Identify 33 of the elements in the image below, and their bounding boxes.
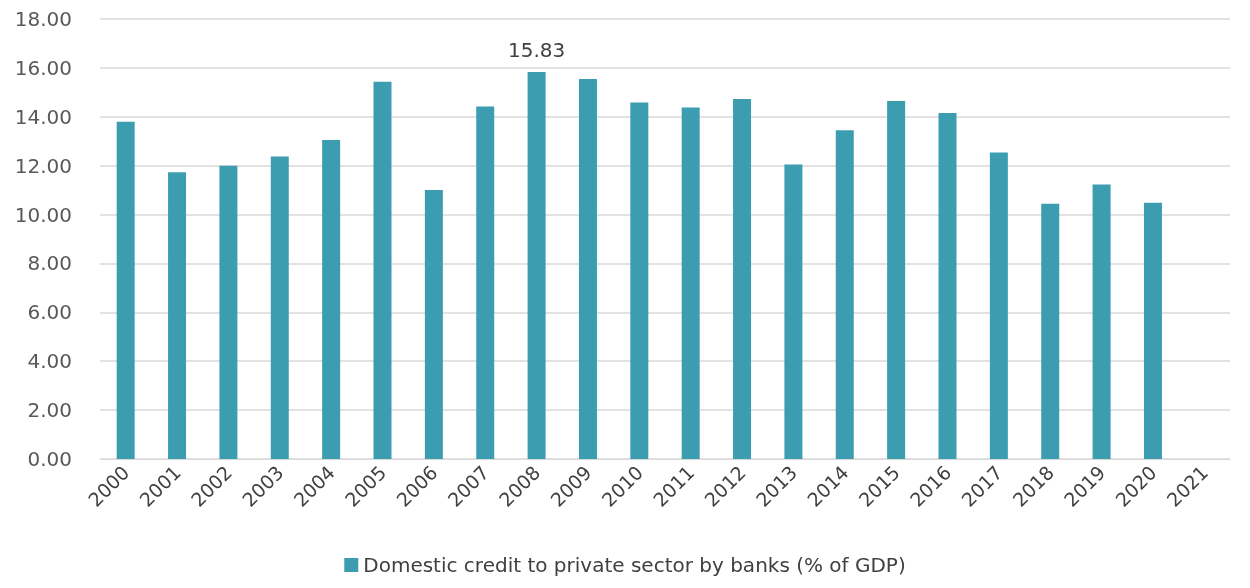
bar — [322, 140, 341, 459]
bar — [476, 106, 495, 459]
y-tick-label: 6.00 — [27, 300, 72, 325]
bar — [219, 165, 238, 459]
bar — [168, 172, 187, 459]
bar — [424, 190, 443, 459]
y-tick-label: 14.00 — [14, 104, 72, 129]
y-tick-label: 0.00 — [27, 447, 72, 471]
bar — [578, 78, 597, 459]
bar — [527, 72, 546, 459]
bar — [784, 164, 803, 459]
y-tick-label: 4.00 — [27, 349, 72, 374]
bar — [887, 100, 906, 459]
data-label: 15.83 — [507, 38, 566, 63]
bar — [1041, 203, 1060, 459]
bar — [835, 130, 854, 459]
bar — [630, 102, 649, 459]
bar — [938, 113, 957, 459]
bar — [270, 156, 289, 459]
y-tick-label: 8.00 — [27, 251, 72, 276]
bar — [989, 152, 1008, 459]
bar — [373, 81, 392, 459]
y-tick-label: 18.00 — [14, 7, 72, 31]
y-tick-label: 16.00 — [14, 55, 72, 80]
bar — [1143, 202, 1162, 459]
y-tick-label: 2.00 — [27, 398, 72, 423]
y-tick-label: 10.00 — [14, 202, 72, 227]
bar — [681, 107, 700, 459]
bar — [1092, 184, 1111, 459]
bar — [733, 98, 752, 459]
bar — [116, 121, 135, 459]
y-tick-label: 12.00 — [14, 153, 72, 178]
legend-label: Domestic credit to private sector by banks (% of GDP) — [363, 553, 906, 577]
